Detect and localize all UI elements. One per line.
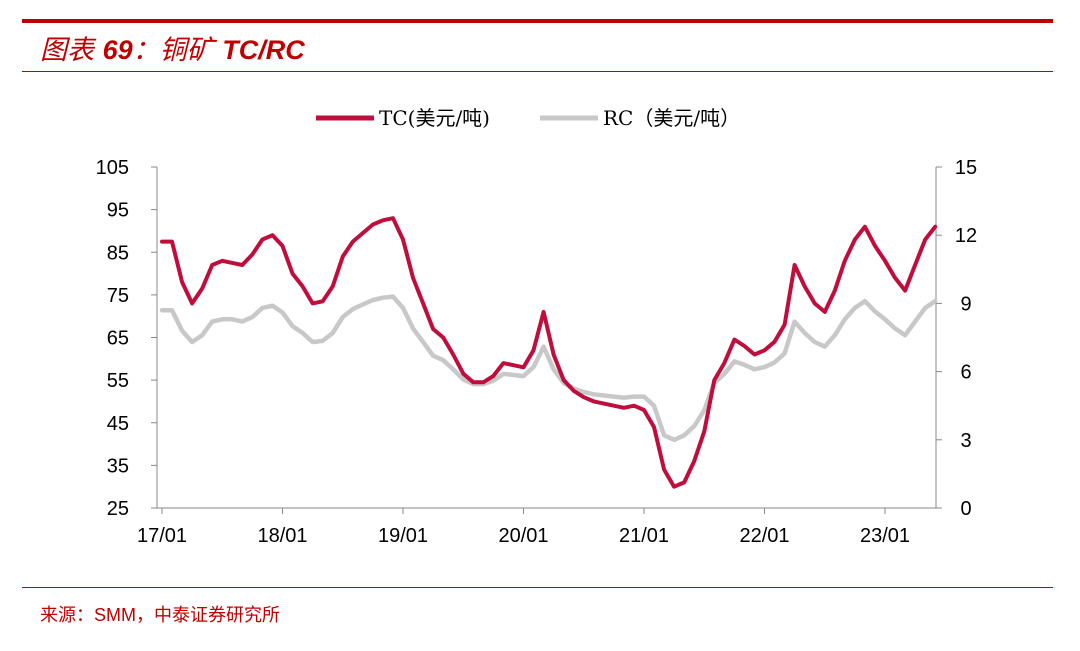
right-tick-label: 0	[960, 498, 971, 520]
title-prefix: 图表	[40, 35, 94, 66]
legend-label-rc: RC（美元/吨）	[603, 106, 740, 130]
left-axis-ticks: 25 35 45 55 65 75 85 95 105	[96, 157, 157, 520]
figure-title: 图表 69：铜矿 TC/RC	[40, 28, 305, 67]
series-line-tc	[160, 216, 938, 489]
source-label: 来源：	[40, 605, 94, 626]
title-name: 铜矿	[159, 35, 214, 66]
x-tick-label: 18/01	[257, 525, 307, 547]
legend: TC(美元/吨) RC（美元/吨）	[316, 106, 740, 130]
x-tick-label: 23/01	[860, 525, 910, 547]
title-underline	[22, 71, 1053, 72]
x-tick-label: 20/01	[498, 525, 548, 547]
left-tick-label: 35	[107, 455, 129, 477]
x-tick-label: 22/01	[739, 525, 789, 547]
x-tick-label: 19/01	[378, 525, 428, 547]
left-tick-label: 45	[107, 413, 129, 435]
right-tick-label: 3	[960, 430, 971, 452]
title-separator: ：	[132, 35, 160, 66]
right-tick-label: 6	[960, 362, 971, 384]
right-tick-label: 12	[955, 225, 977, 247]
left-tick-label: 105	[96, 157, 129, 179]
title-code: TC/RC	[222, 35, 305, 65]
x-tick-label: 17/01	[137, 525, 187, 547]
source-en: SMM	[94, 605, 136, 625]
right-tick-label: 15	[955, 157, 977, 179]
right-axis-ticks: 0 3 6 9 12 15	[936, 157, 977, 520]
x-axis-ticks: 17/01 18/01 19/01 20/01 21/01 22/01 23/01	[137, 508, 910, 547]
left-tick-label: 25	[107, 498, 129, 520]
series-layer	[159, 216, 938, 489]
footer-rule	[22, 587, 1053, 588]
legend-label-tc: TC(美元/吨)	[379, 106, 490, 130]
source-note: 来源：SMM，中泰证券研究所	[40, 601, 280, 627]
left-tick-label: 85	[107, 242, 129, 264]
left-tick-label: 95	[107, 200, 129, 222]
x-tick-label: 21/01	[619, 525, 669, 547]
header-top-rule	[22, 19, 1053, 23]
source-rest: ，中泰证券研究所	[136, 605, 280, 626]
left-tick-label: 55	[107, 370, 129, 392]
series-line-rc	[159, 294, 938, 443]
right-tick-label: 9	[960, 293, 971, 315]
title-number: 69	[102, 35, 133, 65]
left-tick-label: 65	[107, 328, 129, 350]
left-tick-label: 75	[107, 285, 129, 307]
